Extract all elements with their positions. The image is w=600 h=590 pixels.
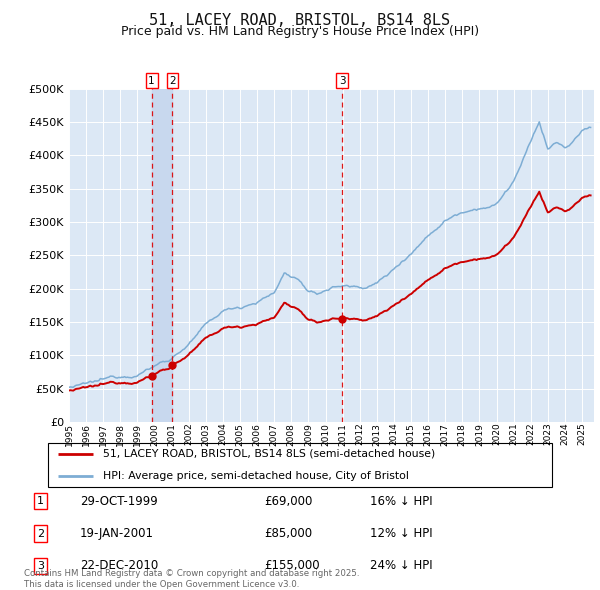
Text: 29-OCT-1999: 29-OCT-1999 xyxy=(80,495,158,508)
Text: 2002: 2002 xyxy=(184,422,193,445)
Bar xyxy=(152,88,172,422)
Text: Price paid vs. HM Land Registry's House Price Index (HPI): Price paid vs. HM Land Registry's House … xyxy=(121,25,479,38)
Text: 51, LACEY ROAD, BRISTOL, BS14 8LS (semi-detached house): 51, LACEY ROAD, BRISTOL, BS14 8LS (semi-… xyxy=(103,448,436,458)
Text: 3: 3 xyxy=(37,560,44,571)
Text: 2008: 2008 xyxy=(287,422,296,445)
Text: 2021: 2021 xyxy=(509,422,518,445)
Text: 16% ↓ HPI: 16% ↓ HPI xyxy=(370,495,433,508)
Text: 1: 1 xyxy=(37,496,44,506)
Text: 2007: 2007 xyxy=(270,422,279,445)
Text: £69,000: £69,000 xyxy=(264,495,313,508)
Text: HPI: Average price, semi-detached house, City of Bristol: HPI: Average price, semi-detached house,… xyxy=(103,471,409,481)
Text: 1995: 1995 xyxy=(65,422,74,445)
Text: £85,000: £85,000 xyxy=(264,527,312,540)
Text: 24% ↓ HPI: 24% ↓ HPI xyxy=(370,559,433,572)
Text: 2011: 2011 xyxy=(338,422,347,445)
Text: 2014: 2014 xyxy=(389,422,398,445)
Text: 2012: 2012 xyxy=(355,422,364,445)
Text: 2: 2 xyxy=(169,76,176,86)
Text: 1998: 1998 xyxy=(116,422,125,445)
Text: 3: 3 xyxy=(339,76,346,86)
Text: 2: 2 xyxy=(37,529,44,539)
Text: 2001: 2001 xyxy=(167,422,176,445)
Text: 12% ↓ HPI: 12% ↓ HPI xyxy=(370,527,433,540)
Text: 2019: 2019 xyxy=(475,422,484,445)
Text: 2000: 2000 xyxy=(150,422,159,445)
Text: 2024: 2024 xyxy=(560,422,569,445)
Text: 2015: 2015 xyxy=(407,422,416,445)
Text: 1: 1 xyxy=(148,76,155,86)
Text: 2010: 2010 xyxy=(321,422,330,445)
Text: 2022: 2022 xyxy=(526,422,535,445)
Text: 2018: 2018 xyxy=(458,422,467,445)
Text: 22-DEC-2010: 22-DEC-2010 xyxy=(80,559,158,572)
Text: Contains HM Land Registry data © Crown copyright and database right 2025.
This d: Contains HM Land Registry data © Crown c… xyxy=(24,569,359,589)
Text: 19-JAN-2001: 19-JAN-2001 xyxy=(80,527,154,540)
Text: 2016: 2016 xyxy=(424,422,433,445)
Text: 2005: 2005 xyxy=(236,422,245,445)
Text: 2004: 2004 xyxy=(218,422,227,445)
Text: 2013: 2013 xyxy=(373,422,382,445)
Text: 1996: 1996 xyxy=(82,422,91,445)
Text: £155,000: £155,000 xyxy=(264,559,320,572)
Text: 1997: 1997 xyxy=(99,422,108,445)
Text: 2025: 2025 xyxy=(578,422,587,445)
Text: 2003: 2003 xyxy=(202,422,211,445)
Text: 2023: 2023 xyxy=(544,422,553,445)
Text: 1999: 1999 xyxy=(133,422,142,445)
Text: 2020: 2020 xyxy=(492,422,501,445)
Text: 51, LACEY ROAD, BRISTOL, BS14 8LS: 51, LACEY ROAD, BRISTOL, BS14 8LS xyxy=(149,13,451,28)
Text: 2017: 2017 xyxy=(441,422,450,445)
Text: 2009: 2009 xyxy=(304,422,313,445)
Text: 2006: 2006 xyxy=(253,422,262,445)
